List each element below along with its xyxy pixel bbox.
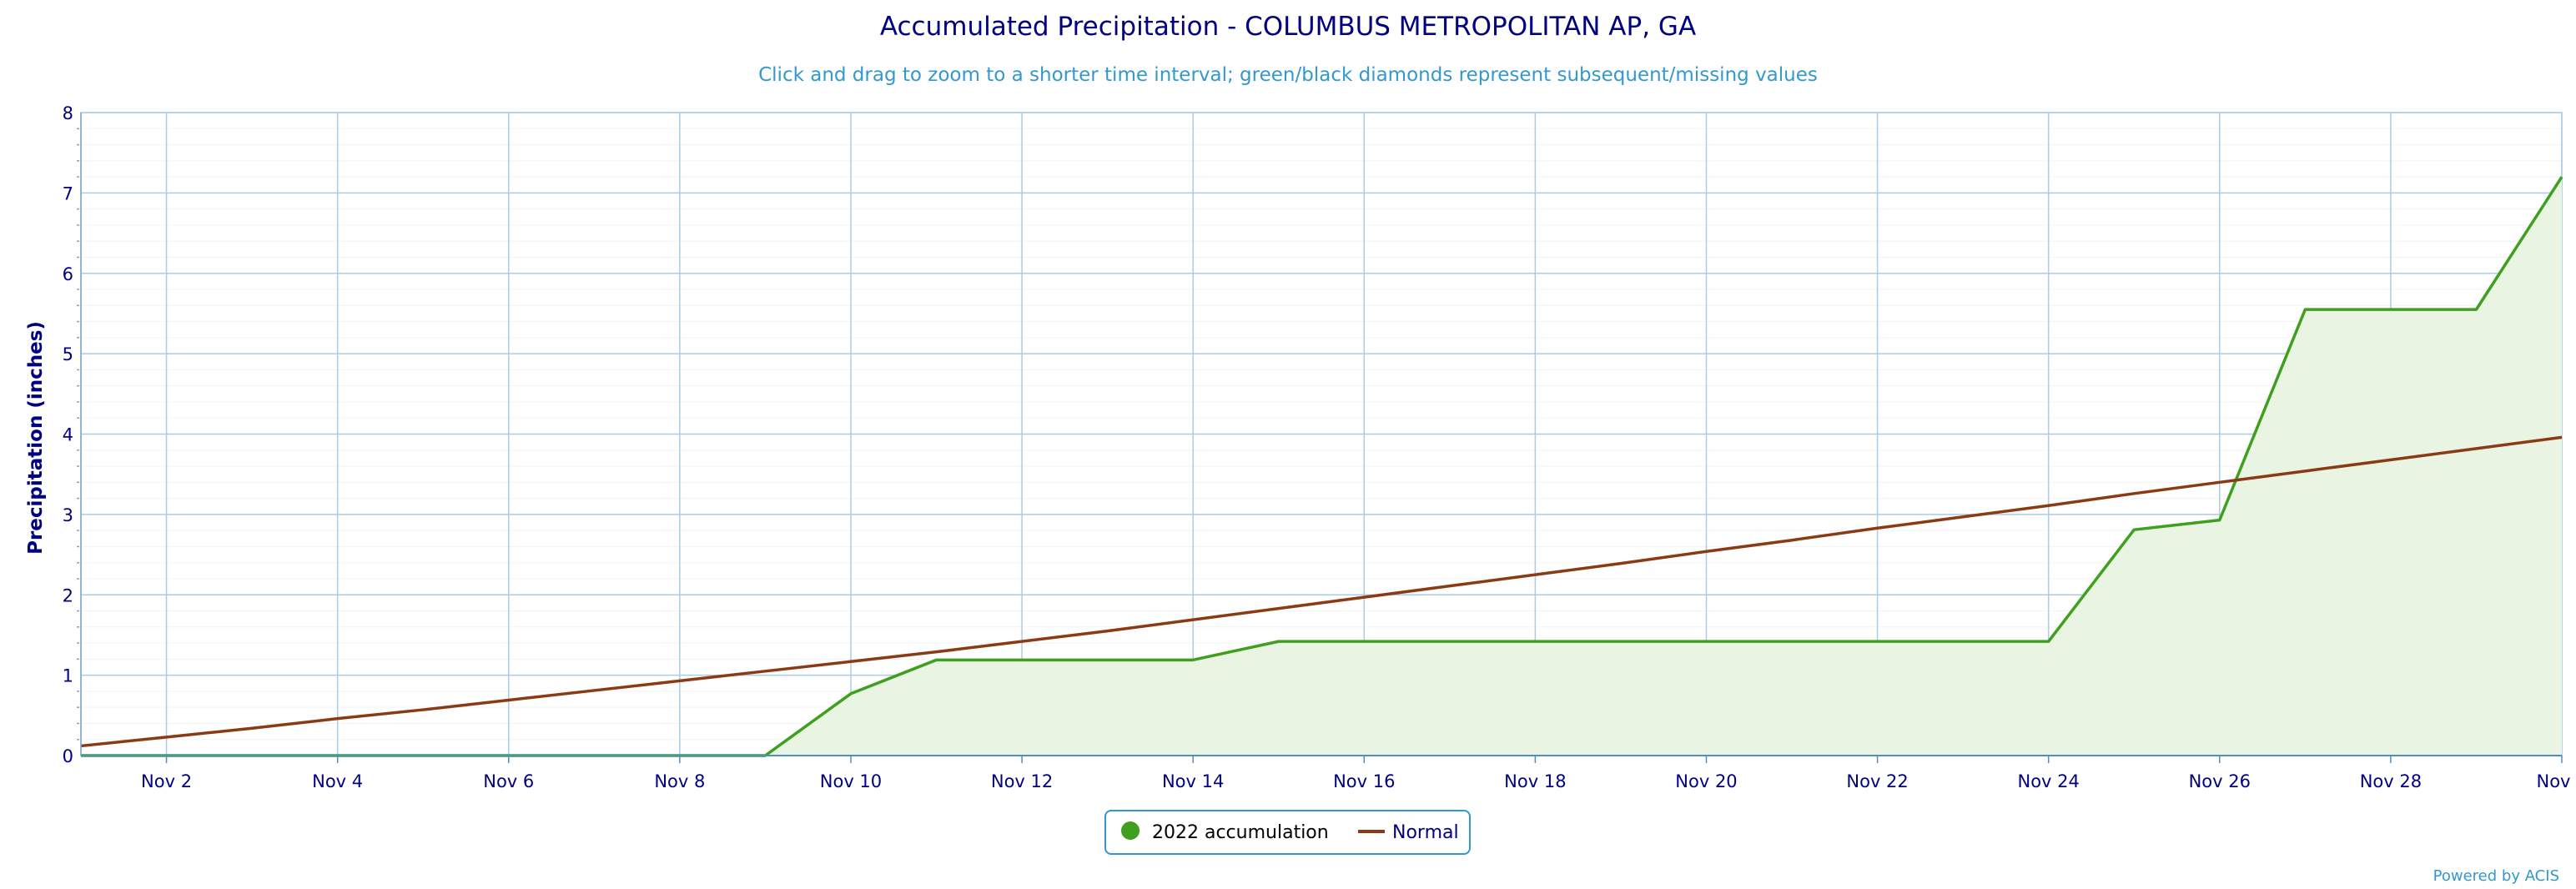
- y-tick-label: 2: [63, 585, 73, 605]
- x-tick-label: Nov 6: [483, 771, 534, 791]
- x-tick-label: Nov 20: [1675, 771, 1737, 791]
- x-tick-label: Nov 2: [141, 771, 192, 791]
- x-tick-label: Nov 18: [1504, 771, 1566, 791]
- series-line-normal: [80, 435, 2563, 748]
- y-tick-label: 6: [63, 264, 73, 284]
- x-tick-label: Nov 14: [1162, 771, 1224, 791]
- x-tick-label: Nov 28: [2360, 771, 2422, 791]
- accumulation-area: [81, 177, 2562, 756]
- credits-link[interactable]: Powered by ACIS: [2433, 867, 2559, 885]
- y-tick-label: 5: [63, 344, 73, 364]
- y-tick-label: 1: [63, 666, 73, 686]
- y-tick-label: 8: [63, 103, 73, 123]
- x-tick-label: Nov 22: [1846, 771, 1908, 791]
- x-tick-label: Nov 26: [2189, 771, 2251, 791]
- legend-2022-label[interactable]: 2022 accumulation: [1152, 822, 1329, 843]
- y-tick-label: 3: [63, 505, 73, 525]
- y-tick-label: 7: [63, 183, 73, 203]
- legend: 2022 accumulation Normal: [1104, 810, 1471, 855]
- axis-layer: 0 1 2 3 4 5 6 7 8 Nov 2 Nov 4 Nov 6 Nov 8 Nov 10 Nov 1…: [63, 103, 2576, 791]
- x-tick-label: Nov 8: [654, 771, 705, 791]
- x-tick-label: Nov 4: [312, 771, 363, 791]
- legend-normal-label[interactable]: Normal: [1392, 822, 1459, 843]
- chart-subtitle: Click and drag to zoom to a shorter time…: [758, 64, 1818, 86]
- x-tick-label: Nov 10: [820, 771, 882, 791]
- chart-title: Accumulated Precipitation - COLUMBUS MET…: [880, 12, 1696, 42]
- x-tick-label: Nov 12: [991, 771, 1053, 791]
- x-tick-label: Nov 16: [1333, 771, 1395, 791]
- legend-box: [1104, 810, 1471, 855]
- legend-2022-marker: [1121, 821, 1140, 840]
- y-axis-label: Precipitation (inches): [25, 321, 47, 555]
- y-tick-label: 0: [63, 746, 73, 766]
- x-tick-label: Nov 24: [2017, 771, 2079, 791]
- x-tick-label: Nov 3: [2536, 771, 2576, 791]
- y-tick-label: 4: [63, 425, 73, 445]
